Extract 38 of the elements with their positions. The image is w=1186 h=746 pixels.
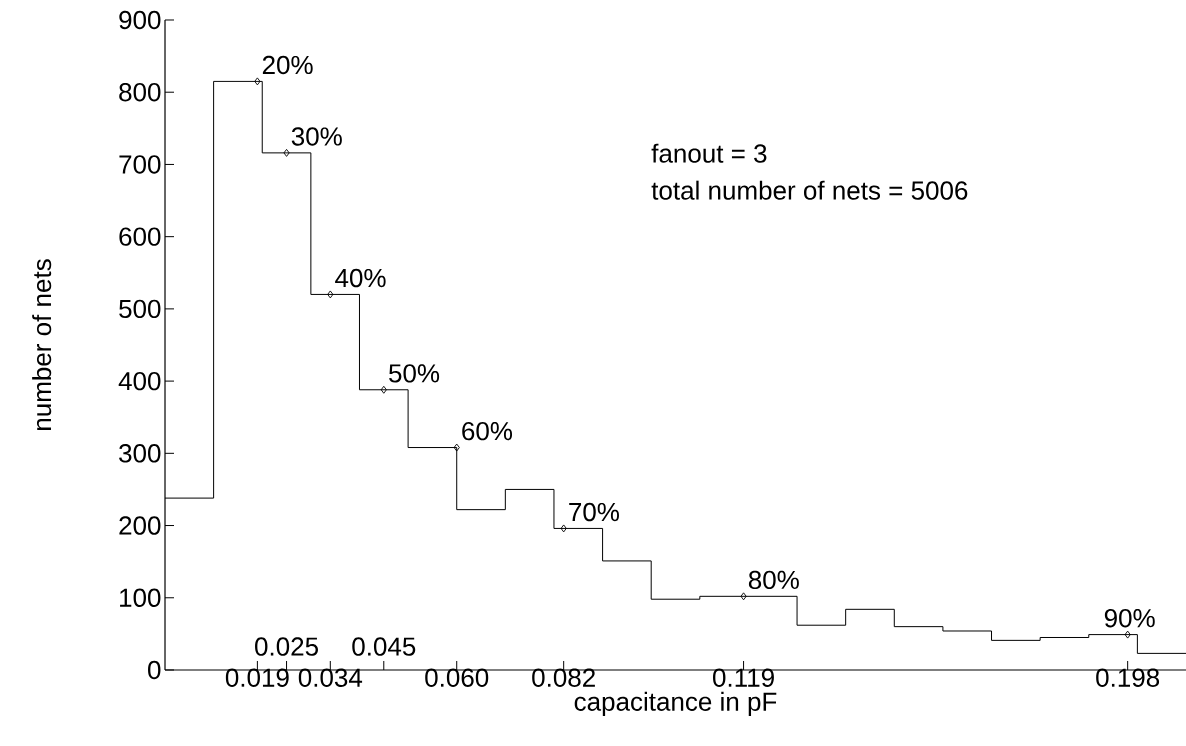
y-tick-label: 600 [119, 227, 161, 246]
x-tick-label: 0.060 [425, 668, 489, 687]
y-tick-label: 100 [120, 588, 161, 607]
annotation: 0.045 [352, 637, 416, 656]
annotation: total number of nets = 5006 [651, 180, 968, 200]
x-tick-label: 0.034 [298, 668, 363, 687]
annotation: fanout = 3 [651, 143, 767, 163]
y-tick-label: 0 [148, 660, 161, 680]
y-tick-label: 300 [119, 444, 161, 463]
y-tick-label: 800 [119, 83, 161, 102]
annotation: 30% [291, 127, 342, 146]
point [1124, 630, 1131, 639]
annotation: 70% [569, 502, 619, 522]
y-tick-label: 400 [118, 371, 161, 391]
y-tick-label: 900 [119, 10, 161, 30]
point [740, 592, 747, 601]
x-axis-title: capacitance in pF [574, 691, 777, 717]
x-tick-label: 0.198 [1096, 668, 1160, 687]
annotation: 90% [1104, 608, 1155, 628]
annotation: 60% [462, 421, 513, 441]
y-tick-label: 500 [119, 299, 161, 319]
x-tick-label: 0.019 [225, 668, 289, 687]
y-axis-title: number of nets [32, 259, 52, 430]
annotation: 50% [389, 364, 440, 383]
annotation: 40% [335, 268, 386, 288]
point [560, 524, 567, 533]
point [283, 148, 290, 157]
annotation: 20% [262, 55, 313, 75]
y-tick-label: 200 [119, 516, 161, 535]
x-tick-label: 0.082 [532, 668, 595, 687]
point [254, 77, 261, 86]
x-tick-label: 0.119 [713, 668, 774, 687]
annotation: 80% [748, 570, 799, 590]
point [327, 290, 334, 299]
annotation: 0.025 [255, 637, 318, 656]
point [453, 443, 460, 452]
point [380, 385, 387, 394]
y-tick-label: 700 [119, 155, 161, 174]
